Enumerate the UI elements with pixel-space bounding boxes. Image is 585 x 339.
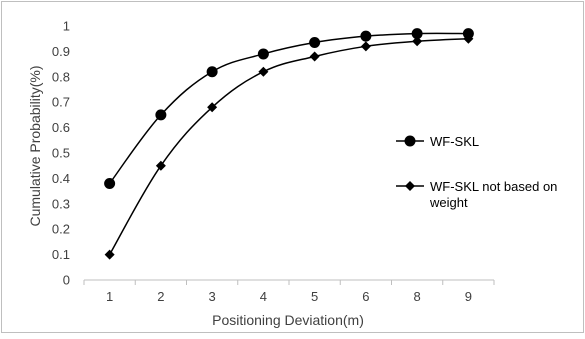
y-tick-label: 0.5	[52, 146, 70, 161]
y-tick-label: 0.4	[52, 171, 70, 186]
y-tick-label: 0.7	[52, 95, 70, 110]
legend-label: WF-SKL not based on weight	[429, 179, 557, 210]
diamond-marker	[412, 36, 423, 47]
diamond-marker	[463, 33, 474, 44]
legend-marker	[405, 181, 415, 191]
circle-marker	[411, 28, 423, 40]
legend-item: WF-SKL	[396, 134, 479, 149]
circle-marker	[206, 66, 218, 78]
series-2	[104, 33, 474, 260]
y-tick-label: 0.8	[52, 69, 70, 84]
y-tick-label: 1	[63, 19, 70, 34]
legend-item: WF-SKL not based on weight	[396, 179, 557, 210]
y-tick-label: 0.6	[52, 120, 70, 135]
x-tick-label: 2	[157, 289, 164, 304]
y-tick-label: 0.2	[52, 222, 70, 237]
legend-marker	[404, 135, 416, 147]
x-tick-label: 4	[260, 289, 267, 304]
diamond-marker	[360, 41, 371, 52]
diamond-marker	[104, 249, 115, 260]
x-tick-label: 1	[106, 289, 113, 304]
diamond-marker	[309, 51, 320, 62]
y-tick-label: 0	[63, 273, 70, 288]
circle-marker	[155, 109, 167, 121]
axes: 0 0.1 0.2 0.3 0.4 0.5 0.6 0.7 0.8 0.9 1 1 2 3 4 5 6 8 9	[52, 19, 495, 304]
series-layer	[104, 28, 474, 260]
diamond-marker	[258, 66, 269, 77]
x-tick-label: 6	[362, 289, 369, 304]
y-axis-label: Cumulative Probability(%)	[27, 65, 43, 226]
circle-marker	[360, 30, 372, 42]
y-tick-label: 0.3	[52, 196, 70, 211]
circle-marker	[104, 177, 116, 189]
y-tick-label: 0.9	[52, 44, 70, 59]
series-1	[104, 28, 474, 189]
legend-label: WF-SKL	[430, 134, 479, 149]
legend: WF-SKL WF-SKL not based on weight	[396, 134, 557, 210]
diamond-marker	[155, 160, 166, 171]
x-tick-label: 9	[465, 289, 472, 304]
x-tick-label: 5	[311, 289, 318, 304]
circle-marker	[257, 48, 269, 60]
x-tick-label: 8	[414, 289, 421, 304]
chart-border	[1, 1, 584, 333]
x-tick-label: 3	[209, 289, 216, 304]
circle-marker	[309, 37, 321, 49]
diamond-marker	[207, 102, 218, 113]
circle-marker	[462, 28, 474, 40]
y-tick-label: 0.1	[52, 247, 70, 262]
x-axis-label: Positioning Deviation(m)	[212, 312, 364, 328]
